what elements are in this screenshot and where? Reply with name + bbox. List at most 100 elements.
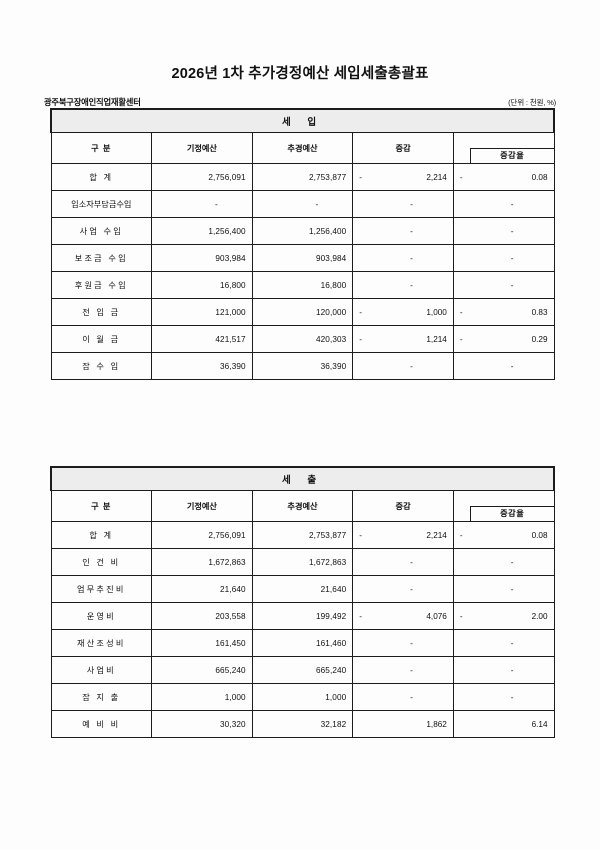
income-cell-change-inner: - 2,214 (353, 164, 453, 190)
expense-cell-change: - (352, 656, 454, 684)
expense-cell-change-rate: - 0.08 (452, 521, 555, 549)
expense-cell-change-inner: - 4,076 (353, 603, 453, 629)
expense-cell-change-rate: - (452, 656, 555, 684)
income-col-header-category: 구 분 (50, 132, 153, 164)
expense-cell-change-rate-value: 6.14 (531, 719, 548, 729)
income-cell-change-rate-inner: - 0.83 (454, 299, 554, 325)
income-cell-change-inner: - 1,214 (353, 326, 453, 352)
income-cell-change-rate: - (452, 244, 555, 272)
income-cell-current-budget: 1,256,400 (151, 217, 253, 245)
expense-cell-change-inner: 1,862 (353, 711, 453, 737)
income-row-label: 잡 수 입 (50, 352, 153, 380)
expense-cell-change-rate: - (452, 548, 555, 576)
organization-name: 광주북구장애인직업재활센터 (44, 97, 141, 107)
income-cell-change: - (352, 352, 454, 380)
income-cell-change-rate-sign: - (459, 172, 463, 182)
income-cell-change-rate-inner: - 0.29 (454, 326, 554, 352)
table-row: 업무추진비 21,640 21,640- - (50, 575, 555, 603)
income-cell-change-rate-inner: - 0.08 (454, 164, 554, 190)
income-row-label: 후원금 수입 (50, 271, 153, 299)
table-row: 합 계 2,756,091 2,753,877- 2,214 -0.08 (50, 521, 555, 549)
table-row: 사업 수입 1,256,400 1,256,400- - (50, 217, 555, 245)
expense-cell-change-sign: - (359, 611, 363, 621)
income-cell-change-rate: - 0.83 (452, 298, 555, 326)
income-cell-change-rate: - (452, 271, 555, 299)
income-row-label: 합 계 (50, 163, 153, 191)
expense-row-label: 인 건 비 (50, 548, 153, 576)
table-row: 잡 수 입 36,390 36,390- - (50, 352, 555, 380)
income-cell-change: - (352, 190, 454, 218)
expense-cell-change-rate-inner: - 2.00 (454, 603, 554, 629)
expense-cell-change-rate: - (452, 683, 555, 711)
income-cell-revised-budget: - (251, 190, 354, 218)
income-row-label: 입소자부담금수입 (50, 190, 153, 218)
income-cell-revised-budget: 120,000 (251, 298, 354, 326)
expense-cell-change-rate-sign: - (459, 611, 463, 621)
expense-col-header-current-budget: 기정예산 (151, 490, 253, 522)
expense-cell-change-rate-inner: 6.14 (454, 711, 554, 737)
income-cell-change-rate-value: 0.83 (531, 307, 548, 317)
expense-row-label: 운영비 (50, 602, 153, 630)
table-row: 인 건 비 1,672,863 1,672,863- - (50, 548, 555, 576)
expense-col-header-change: 증감 (352, 490, 454, 522)
table-row: 이 월 금 421,517 420,303-1,214-0.29 (50, 325, 555, 353)
income-row-label: 전 입 금 (50, 298, 153, 326)
income-cell-current-budget: 2,756,091 (151, 163, 253, 191)
income-cell-revised-budget: 2,753,877 (251, 163, 354, 191)
table-row: 보조금 수입 903,984 903,984- - (50, 244, 555, 272)
expense-cell-change-sign: - (359, 530, 363, 540)
expense-cell-change-rate: - (452, 575, 555, 603)
income-cell-change-value: 1,214 (426, 334, 447, 344)
unit-note: (단위 : 천원, %) (508, 98, 556, 107)
income-cell-revised-budget: 36,390 (251, 352, 354, 380)
income-band-title: 세 입 (50, 108, 555, 133)
expense-cell-revised-budget: 665,240 (251, 656, 354, 684)
expense-band-row: 세 출 (50, 466, 555, 491)
income-cell-revised-budget: 16,800 (251, 271, 354, 299)
expense-col-header-revised-budget: 추경예산 (251, 490, 354, 522)
table-row: 합 계 2,756,091 2,753,877-2,214- 0.08 (50, 163, 555, 191)
expense-cell-current-budget: 1,672,863 (151, 548, 253, 576)
income-cell-change-value: 2,214 (426, 172, 447, 182)
table-row: 입소자부담금수입 - - - - (50, 190, 555, 218)
table-row: 후원금 수입 16,800 16,800- - (50, 271, 555, 299)
expense-header-row: 구 분 기정예산 추경예산 증감 증감율 (50, 490, 555, 522)
income-cell-change-sign: - (359, 334, 363, 344)
expense-cell-change-value: 2,214 (426, 530, 447, 540)
income-col-header-revised-budget: 추경예산 (251, 132, 354, 164)
expense-cell-current-budget: 665,240 (151, 656, 253, 684)
income-cell-change-rate-value: 0.08 (531, 172, 548, 182)
expense-cell-change: - (352, 683, 454, 711)
income-cell-change: - (352, 244, 454, 272)
expense-cell-change-value: 1,862 (426, 719, 447, 729)
page-title: 2026년 1차 추가경정예산 세입세출총괄표 (171, 66, 429, 82)
expense-cell-change-inner: - 2,214 (353, 522, 453, 548)
expense-col-header-change-rate: 증감율 (452, 490, 555, 522)
income-cell-change: - 2,214 (352, 163, 454, 191)
expense-cell-current-budget: 2,756,091 (151, 521, 253, 549)
income-cell-current-budget: - (151, 190, 253, 218)
income-cell-change-inner: - 1,000 (353, 299, 453, 325)
expense-cell-revised-budget: 2,753,877 (251, 521, 354, 549)
expense-cell-change-rate-value: 2.00 (531, 611, 548, 621)
expense-cell-current-budget: 1,000 (151, 683, 253, 711)
income-cell-change-rate-sign: - (459, 334, 463, 344)
income-cell-change-value: 1,000 (426, 307, 447, 317)
income-cell-current-budget: 36,390 (151, 352, 253, 380)
income-cell-change-rate: - (452, 190, 555, 218)
income-cell-change: - (352, 217, 454, 245)
expense-row-label: 합 계 (50, 521, 153, 549)
expense-cell-revised-budget: 32,182 (251, 710, 354, 738)
expense-cell-change: - (352, 548, 454, 576)
expense-cell-current-budget: 203,558 (151, 602, 253, 630)
document-meta: 광주북구장애인직업재활센터 (단위 : 천원, %) (44, 95, 556, 108)
expense-cell-change-value: 4,076 (426, 611, 447, 621)
expense-col-header-change-rate-label: 증감율 (469, 506, 554, 521)
expense-cell-change-rate-inner: - 0.08 (454, 522, 554, 548)
